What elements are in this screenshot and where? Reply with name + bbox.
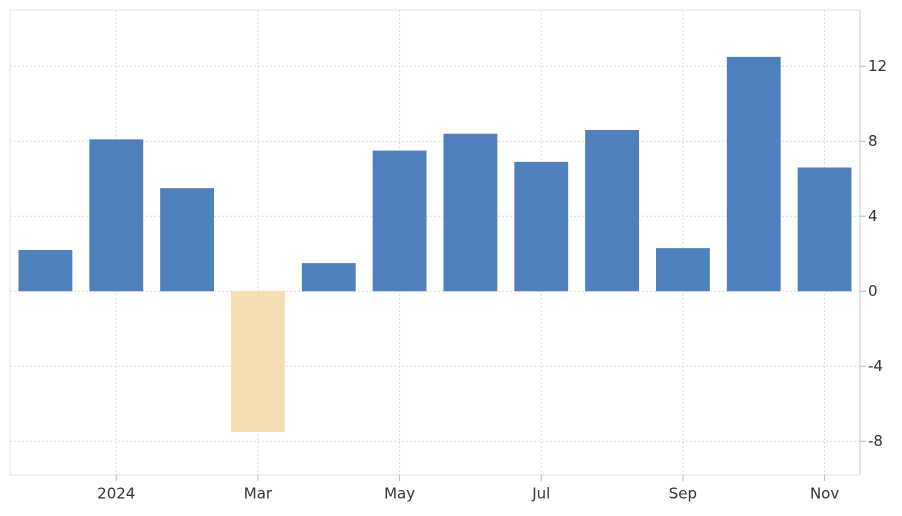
- y-tick-label: 4: [868, 207, 878, 225]
- x-tick-label: Nov: [810, 485, 839, 503]
- bar: [372, 150, 427, 292]
- bar: [89, 139, 144, 292]
- y-tick-label: -8: [868, 432, 883, 450]
- x-tick-label: May: [384, 485, 415, 503]
- bar: [231, 291, 285, 432]
- bar: [797, 167, 852, 292]
- x-tick-label: Mar: [244, 485, 273, 503]
- y-tick-label: 8: [868, 132, 878, 150]
- x-tick-label: 2024: [97, 485, 135, 503]
- bar: [656, 248, 710, 292]
- bar: [726, 56, 781, 292]
- y-tick-label: 12: [868, 57, 887, 75]
- x-tick-label: Sep: [669, 485, 697, 503]
- x-tick-label: Jul: [531, 485, 550, 503]
- bar: [18, 250, 73, 292]
- y-tick-label: -4: [868, 357, 883, 375]
- bar: [160, 188, 214, 292]
- y-tick-label: 0: [868, 282, 878, 300]
- bar: [443, 133, 498, 292]
- bar: [301, 263, 356, 292]
- bar: [585, 130, 639, 292]
- bar: [514, 161, 569, 292]
